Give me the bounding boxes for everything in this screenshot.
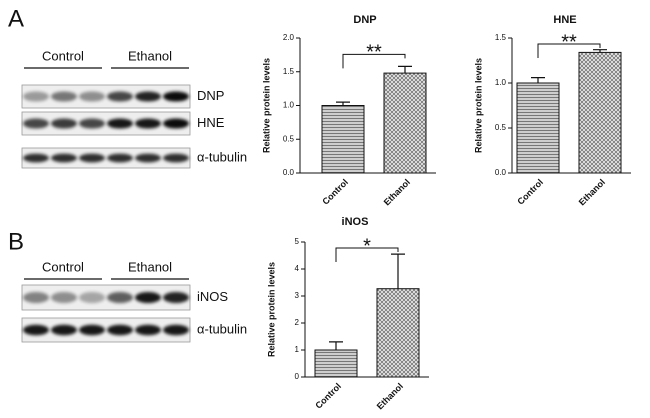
y-tick-label: 1.5 — [495, 33, 507, 42]
blot-strip — [21, 147, 191, 169]
y-axis-label: Relative protein levels — [266, 262, 276, 357]
x-tick-label: Control — [320, 177, 350, 207]
blot-band — [51, 118, 77, 129]
blot-band — [163, 292, 189, 303]
blot-band — [107, 91, 133, 102]
blot-strip — [21, 284, 191, 311]
error-bar — [593, 49, 607, 53]
group-label: Ethanol — [128, 259, 172, 274]
y-tick-label: 1.5 — [283, 67, 295, 76]
blot-band — [135, 118, 161, 129]
blot-row-label: α-tubulin — [197, 321, 247, 336]
blot-band — [163, 91, 189, 102]
group-label: Control — [42, 259, 84, 274]
blot-band — [23, 292, 49, 303]
blot-band — [79, 153, 105, 163]
blot-strip — [21, 84, 191, 109]
bar — [321, 105, 365, 174]
blot-row-label: HNE — [197, 115, 225, 130]
y-tick-label: 1 — [295, 345, 300, 354]
group-label: Ethanol — [128, 48, 172, 63]
y-tick-label: 3 — [295, 291, 300, 300]
y-tick-label: 0.0 — [495, 168, 507, 177]
blot-band — [23, 324, 49, 336]
blot-band — [23, 91, 49, 102]
chart-title: iNOS — [342, 216, 369, 228]
blot-band — [135, 292, 161, 303]
error-bar — [391, 253, 405, 289]
bar — [314, 349, 358, 378]
y-tick-label: 0.0 — [283, 168, 295, 177]
blot-band — [51, 91, 77, 102]
blot-band — [79, 292, 105, 303]
x-tick-label: Ethanol — [577, 177, 607, 207]
error-bar — [398, 65, 412, 74]
y-tick-label: 2 — [295, 318, 300, 327]
y-tick-label: 2.0 — [283, 33, 295, 42]
chart-title: DNP — [353, 14, 376, 26]
blot-band — [135, 153, 161, 163]
blot-strip — [21, 111, 191, 136]
error-bar — [329, 341, 343, 350]
error-bar — [531, 77, 545, 83]
x-tick-label: Control — [313, 381, 343, 411]
x-tick-label: Ethanol — [382, 177, 412, 207]
blot-band — [107, 324, 133, 336]
y-tick-label: 0 — [295, 372, 300, 381]
y-axis-label: Relative protein levels — [261, 58, 271, 153]
blot-band — [163, 153, 189, 163]
significance-bracket — [537, 43, 601, 58]
significance-label: * — [363, 235, 371, 257]
blot-band — [23, 118, 49, 129]
bar — [578, 51, 622, 174]
blot-band — [163, 324, 189, 336]
blot-band — [51, 153, 77, 163]
y-tick-label: 1.0 — [283, 101, 295, 110]
blot-band — [79, 91, 105, 102]
blot-row-label: DNP — [197, 88, 224, 103]
y-tick-label: 4 — [295, 264, 300, 273]
blot-row-label: iNOS — [197, 289, 228, 304]
significance-label: ** — [561, 31, 577, 53]
blot-row-label: α-tubulin — [197, 149, 247, 164]
significance-label: ** — [366, 42, 382, 64]
blot-band — [79, 324, 105, 336]
x-tick-label: Control — [515, 177, 545, 207]
bar — [383, 72, 427, 174]
blot-strip — [21, 317, 191, 343]
group-label: Control — [42, 48, 84, 63]
y-tick-label: 0.5 — [283, 134, 295, 143]
panel-label: B — [8, 228, 24, 255]
blot-band — [79, 118, 105, 129]
blot-band — [107, 153, 133, 163]
bar — [376, 288, 420, 378]
x-tick-label: Ethanol — [375, 381, 405, 411]
significance-bracket — [342, 53, 406, 69]
blot-band — [51, 292, 77, 303]
blot-band — [135, 91, 161, 102]
error-bar — [336, 101, 350, 106]
panel-label: A — [8, 5, 24, 32]
blot-band — [51, 324, 77, 336]
y-tick-label: 0.5 — [495, 123, 507, 132]
chart-title: HNE — [553, 14, 576, 26]
blot-band — [107, 118, 133, 129]
y-axis-label: Relative protein levels — [473, 58, 483, 153]
blot-band — [163, 118, 189, 129]
bar — [516, 82, 560, 174]
y-tick-label: 1.0 — [495, 78, 507, 87]
y-tick-label: 5 — [295, 237, 300, 246]
significance-bracket — [335, 247, 399, 262]
blot-band — [135, 324, 161, 336]
blot-band — [23, 153, 49, 163]
blot-band — [107, 292, 133, 303]
